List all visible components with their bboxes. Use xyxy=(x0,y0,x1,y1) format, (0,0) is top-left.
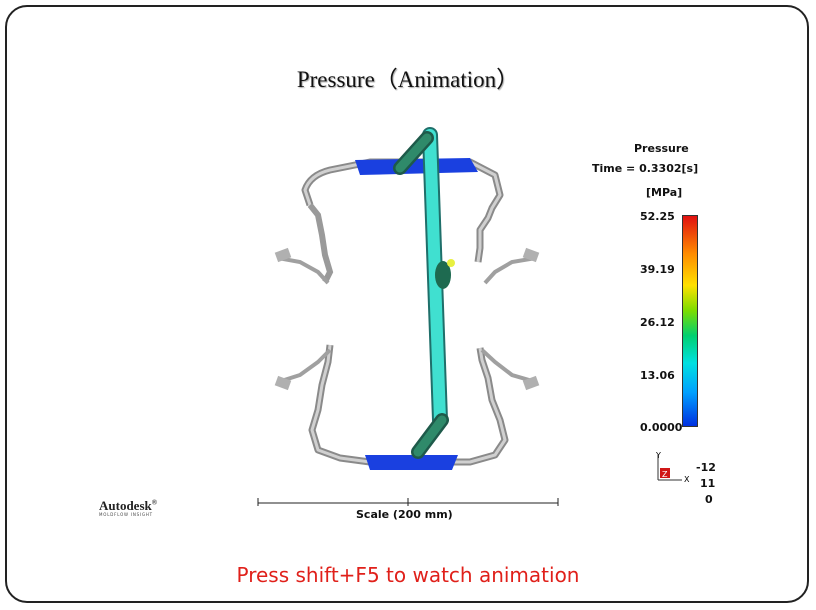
legend-tick: 26.12 xyxy=(640,316,675,329)
z-axis-marker xyxy=(660,468,670,478)
legend-tick: 13.06 xyxy=(640,369,675,382)
scale-label: Scale (200 mm) xyxy=(356,508,453,521)
slide-title: Pressure（Animation） xyxy=(296,67,520,92)
legend-time: Time = 0.3302[s] xyxy=(592,162,699,175)
triad-x-label: X xyxy=(684,475,690,484)
brand-name: Autodesk xyxy=(99,498,152,513)
runner-system xyxy=(393,127,455,459)
triad-y-label: Y xyxy=(655,451,661,460)
axis-triad: Y Z X xyxy=(655,451,690,484)
instruction-text: Press shift+F5 to watch animation xyxy=(236,563,580,587)
autodesk-logo: Autodesk® xyxy=(99,498,157,514)
triad-value: -12 xyxy=(696,461,716,474)
legend-tick-max: 52.25 xyxy=(640,210,675,223)
filled-region-bottom xyxy=(365,455,458,470)
legend-tick-min: 0.0000 xyxy=(640,421,683,434)
triad-z-label: Z xyxy=(662,470,668,479)
brand-subline: MOLDFLOW INSIGHT xyxy=(99,512,153,517)
legend-tick: 39.19 xyxy=(640,263,675,276)
pressure-colorbar xyxy=(682,215,698,427)
triad-value: 0 xyxy=(705,493,713,506)
legend-unit: [MPa] xyxy=(646,186,683,199)
triad-value: 11 xyxy=(700,477,716,490)
legend-title: Pressure xyxy=(634,142,689,155)
scale-bar xyxy=(257,498,559,506)
upper-part xyxy=(274,158,540,285)
lower-part xyxy=(274,344,540,466)
brand-mark: ® xyxy=(151,498,157,507)
filled-region-top xyxy=(355,158,478,175)
